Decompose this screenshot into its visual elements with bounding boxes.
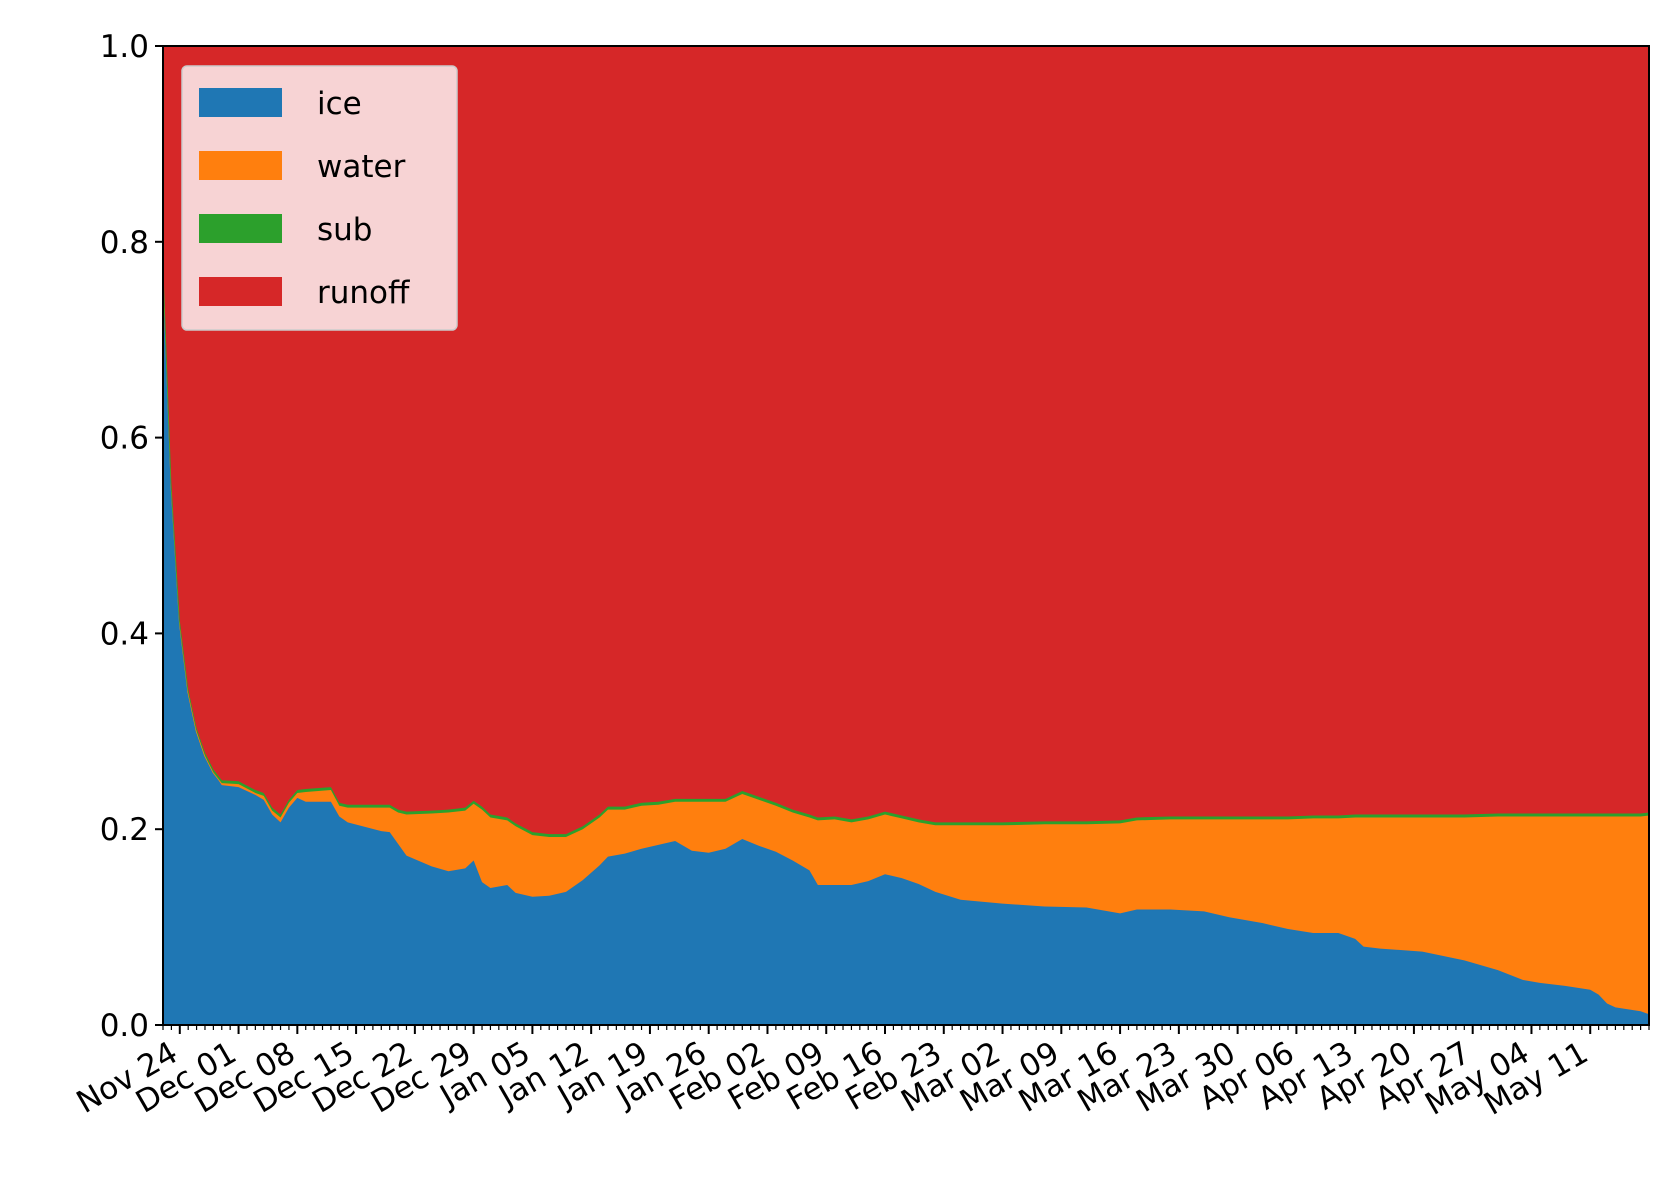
area-fill <box>163 46 1649 835</box>
legend: ice water sub runoff <box>181 65 458 331</box>
y-tick-label: 1.0 <box>100 29 149 65</box>
area-fill <box>163 261 1649 1025</box>
legend-swatch <box>199 151 282 180</box>
legend-swatch <box>199 88 282 117</box>
legend-label: runoff <box>317 275 410 311</box>
legend-swatch <box>199 277 282 306</box>
axes-frame <box>162 45 1650 1026</box>
legend-frame <box>181 65 458 331</box>
y-tick-label: 0.0 <box>100 1008 149 1044</box>
legend-swatch <box>199 214 282 243</box>
area-fill <box>163 261 1649 1015</box>
y-tick-label: 0.6 <box>100 421 149 457</box>
legend-label: ice <box>317 86 362 122</box>
y-tick-label: 0.8 <box>100 225 149 261</box>
y-tick-label: 0.2 <box>100 812 149 848</box>
legend-label: sub <box>317 212 372 248</box>
legend-label: water <box>317 149 406 185</box>
y-tick-label: 0.4 <box>100 616 149 652</box>
